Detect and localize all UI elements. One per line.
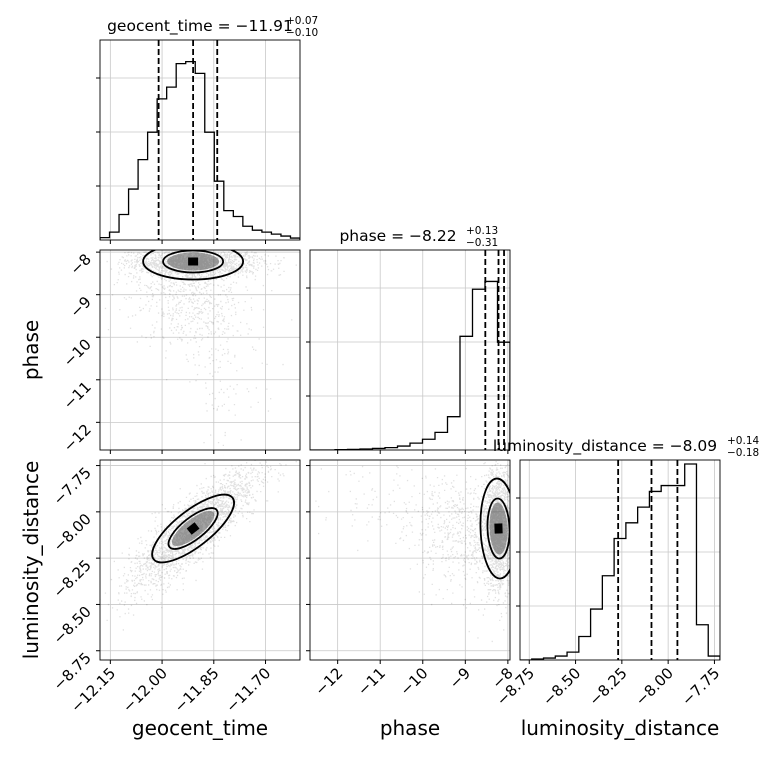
panel-frame (309, 249, 511, 451)
panel-frame (99, 459, 301, 661)
xlabel-luminosity-distance: luminosity_distance (521, 716, 720, 740)
title-geocent-time: geocent_time = −11.91 (107, 17, 293, 36)
contour-outer (151, 493, 235, 564)
histogram-geocent_time (100, 40, 300, 240)
contour-inner (162, 250, 224, 274)
scatter-luminosity_distance-vs-phase (315, 460, 510, 643)
title-phase-sup: +0.13 (466, 225, 498, 237)
panel-frame (99, 249, 301, 451)
contour-inner (167, 507, 219, 550)
panel-frame (99, 39, 301, 241)
density-peak (188, 257, 199, 266)
ylabel-phase: phase (19, 320, 43, 380)
y-tick-label-luminosity_distance: −7.75 (50, 464, 95, 509)
contour-outer (479, 477, 510, 580)
y-tick-label-phase: −10 (60, 335, 95, 370)
scatter-luminosity_distance-vs-geocent_time (100, 460, 297, 631)
panel-frames (99, 39, 721, 661)
ylabel-luminosity-distance: luminosity_distance (19, 461, 43, 660)
title-luminosity-distance-sub: −0.18 (727, 447, 759, 459)
histogram-phase (310, 250, 510, 450)
xlabel-phase: phase (380, 716, 440, 740)
x-tick-label-phase: −9 (446, 664, 474, 692)
histogram-step-geocent_time (100, 60, 300, 240)
x-tick-label-geocent_time: −11.85 (171, 664, 223, 716)
density-peak (186, 522, 200, 535)
title-geocent-time-sup: +0.07 (286, 15, 318, 27)
panel-frame (309, 459, 511, 661)
y-tick-label-luminosity_distance: −8.50 (50, 603, 95, 648)
scatter-phase-vs-geocent_time (100, 250, 297, 446)
title-phase-sub: −0.31 (466, 237, 498, 249)
xlabel-geocent-time: geocent_time (132, 716, 268, 740)
x-tick-label-geocent_time: −12.00 (119, 664, 171, 716)
panel-frame (519, 459, 721, 661)
x-tick-label-luminosity_distance: −8.00 (632, 664, 677, 709)
y-tick-label-phase: −9 (66, 293, 94, 321)
grid-lines (100, 40, 720, 660)
x-tick-label-phase: −11 (354, 664, 389, 699)
x-tick-label-luminosity_distance: −8.25 (585, 664, 630, 709)
contour-outer (142, 250, 244, 281)
title-phase: phase = −8.22 (339, 227, 456, 245)
x-tick-label-luminosity_distance: −8.50 (539, 664, 584, 709)
histogram-step-phase (310, 280, 510, 450)
title-luminosity-distance-sup: +0.14 (727, 435, 759, 447)
x-tick-label-luminosity_distance: −7.75 (678, 664, 723, 709)
tick-marks (96, 77, 715, 664)
y-tick-label-luminosity_distance: −8.00 (50, 510, 95, 555)
histogram-luminosity_distance (520, 460, 720, 660)
x-tick-label-geocent_time: −11.70 (222, 664, 274, 716)
histogram-step-luminosity_distance (520, 463, 720, 660)
density-peak (494, 523, 503, 534)
title-luminosity-distance: luminosity_distance = −8.09 (493, 437, 717, 456)
plot-content (100, 40, 720, 660)
y-tick-label-luminosity_distance: −8.25 (50, 556, 95, 601)
x-tick-label-phase: −12 (311, 664, 346, 699)
x-tick-label-phase: −10 (396, 664, 431, 699)
title-geocent-time-sub: −0.10 (286, 27, 318, 39)
y-tick-label-phase: −11 (60, 378, 95, 413)
y-tick-label-phase: −8 (66, 250, 94, 278)
contour-inner (486, 497, 510, 560)
y-tick-label-phase: −12 (60, 420, 95, 455)
scatter-points (315, 460, 510, 643)
